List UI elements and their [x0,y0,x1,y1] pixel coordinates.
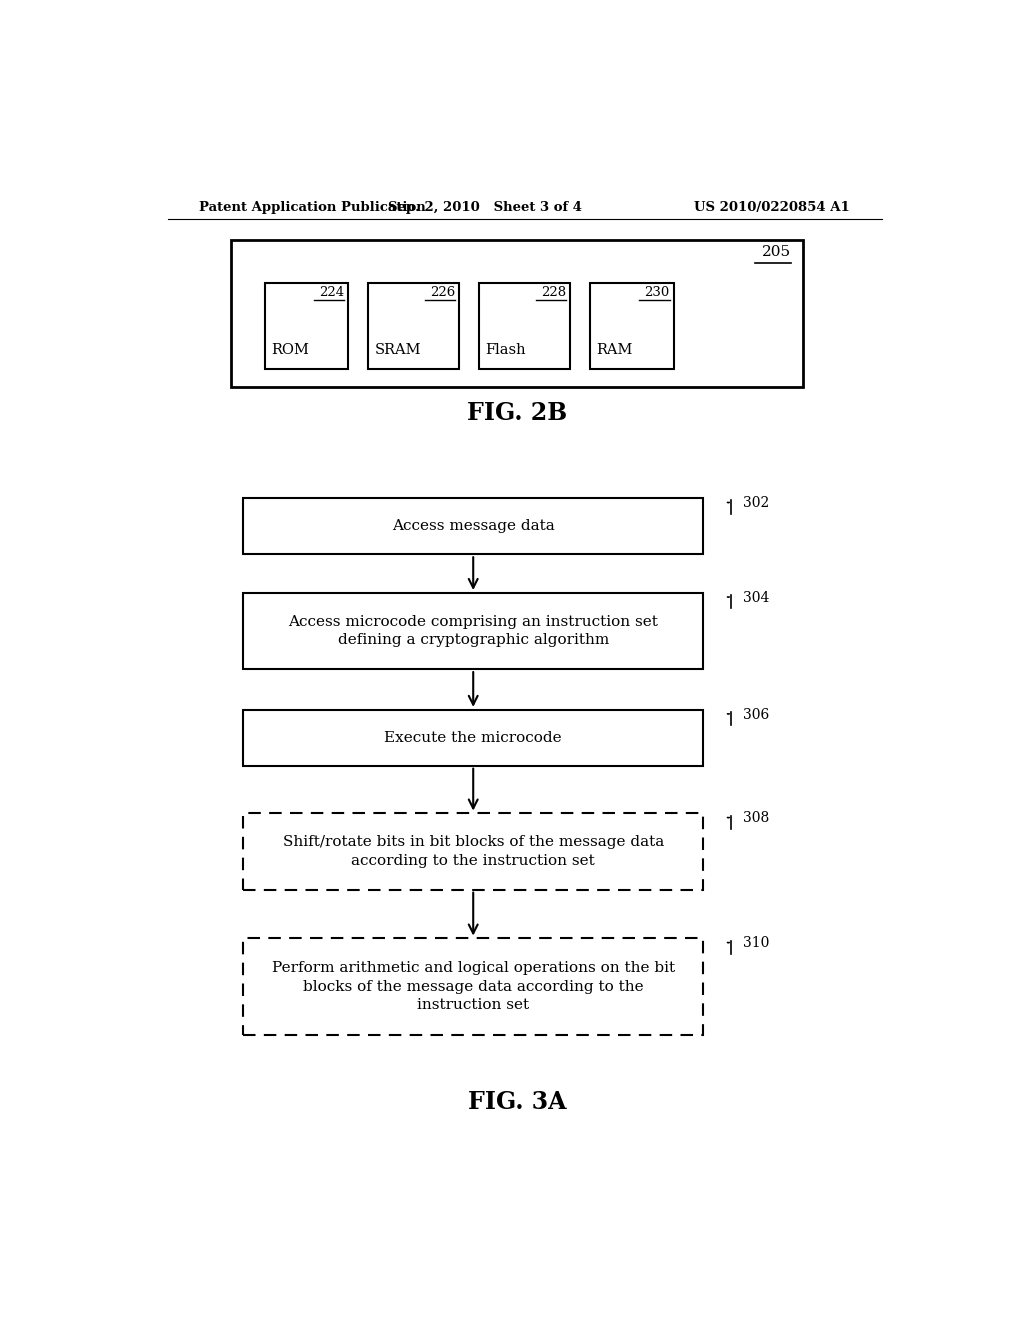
Text: ROM: ROM [271,343,309,358]
Text: Access microcode comprising an instruction set
defining a cryptographic algorith: Access microcode comprising an instructi… [289,615,658,647]
Bar [590,282,674,370]
Bar [243,939,703,1035]
Text: Shift/rotate bits in bit blocks of the message data
according to the instruction: Shift/rotate bits in bit blocks of the m… [283,836,664,867]
Text: 302: 302 [743,496,769,511]
Bar [368,282,460,370]
Text: FIG. 3A: FIG. 3A [468,1089,566,1114]
Text: 308: 308 [743,812,769,825]
Text: US 2010/0220854 A1: US 2010/0220854 A1 [694,201,850,214]
Text: Flash: Flash [485,343,526,358]
Text: 224: 224 [319,286,344,298]
Bar [243,593,703,669]
Text: SRAM: SRAM [375,343,421,358]
Text: FIG. 2B: FIG. 2B [467,400,567,425]
Text: Execute the microcode: Execute the microcode [384,731,562,744]
Text: RAM: RAM [597,343,633,358]
Text: Perform arithmetic and logical operations on the bit
blocks of the message data : Perform arithmetic and logical operation… [271,961,675,1012]
Bar [243,499,703,554]
Bar [243,710,703,766]
Text: Patent Application Publication: Patent Application Publication [200,201,426,214]
Text: 230: 230 [644,286,670,298]
Text: 310: 310 [743,936,769,950]
Text: 226: 226 [430,286,456,298]
Text: Sep. 2, 2010   Sheet 3 of 4: Sep. 2, 2010 Sheet 3 of 4 [388,201,582,214]
Bar [479,282,570,370]
Bar [265,282,348,370]
Bar [231,240,803,387]
Text: 205: 205 [762,244,791,259]
Bar [243,813,703,890]
Text: Access message data: Access message data [392,519,555,533]
Text: 306: 306 [743,708,769,722]
Text: 304: 304 [743,591,769,605]
Text: 228: 228 [542,286,566,298]
